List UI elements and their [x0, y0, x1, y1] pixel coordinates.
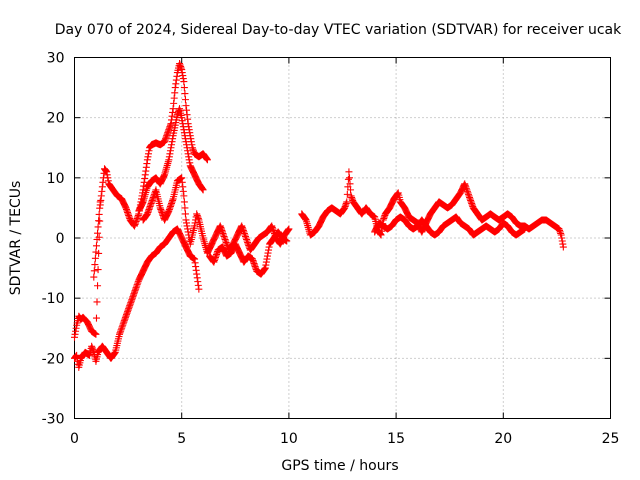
data-point: [94, 229, 102, 237]
data-point: [95, 210, 103, 218]
y-tick-label: -20: [42, 351, 65, 367]
data-point: [181, 204, 189, 212]
x-tick-label: 15: [387, 431, 405, 447]
y-tick-labels: -30 -20 -10 0 10 20 30: [42, 51, 65, 428]
data-point: [92, 314, 100, 322]
data-point: [181, 96, 189, 104]
series-middle-arc: [90, 105, 207, 281]
data-point: [283, 237, 291, 245]
data-point: [181, 90, 189, 98]
data-point: [343, 190, 351, 198]
data-point: [96, 198, 104, 206]
axis-ticks: [74, 57, 611, 419]
y-tick-label: 10: [47, 171, 65, 187]
x-axis-label: GPS time / hours: [281, 458, 398, 474]
data-point: [94, 266, 102, 274]
data-point: [92, 248, 100, 256]
x-tick-label: 20: [494, 431, 512, 447]
data-point: [559, 243, 567, 251]
x-tick-label: 25: [602, 431, 620, 447]
data-point: [521, 225, 529, 233]
y-tick-label: -30: [42, 412, 65, 428]
data-point: [203, 156, 211, 164]
data-point: [180, 78, 188, 86]
data-point: [90, 267, 98, 275]
data-point: [94, 223, 102, 231]
data-point: [95, 217, 103, 225]
data-point: [93, 298, 101, 306]
data-point: [92, 330, 100, 338]
y-tick-label: 20: [47, 111, 65, 127]
series-afternoon-lower-band: [371, 213, 529, 239]
data-point: [91, 254, 99, 262]
data-point: [94, 282, 102, 290]
data-point: [93, 236, 101, 244]
x-tick-labels: 0 5 10 15 20 25: [70, 431, 619, 447]
y-axis-label: SDTVAR / TECUs: [8, 181, 24, 296]
data-point: [96, 204, 104, 212]
data-point: [90, 273, 98, 281]
data-point: [180, 198, 188, 206]
x-tick-label: 10: [280, 431, 298, 447]
data-point: [345, 174, 353, 182]
data-point: [347, 186, 355, 194]
data-point: [343, 198, 351, 206]
data-point: [91, 261, 99, 269]
data-point: [285, 225, 293, 233]
x-tick-label: 0: [70, 431, 79, 447]
series-dip-track: [206, 228, 291, 278]
data-point: [346, 180, 354, 188]
series-afternoon-band: [298, 168, 567, 251]
y-tick-label: 30: [47, 51, 65, 67]
data-point: [345, 168, 353, 176]
data-point: [199, 186, 207, 194]
data-points: [71, 60, 567, 371]
data-point: [344, 175, 352, 183]
x-tick-label: 5: [177, 431, 186, 447]
y-tick-label: -10: [42, 291, 65, 307]
y-tick-label: 0: [56, 231, 65, 247]
data-point: [195, 285, 203, 293]
data-point: [180, 192, 188, 200]
grid-lines: [74, 57, 611, 419]
data-point: [181, 210, 189, 218]
data-point: [92, 242, 100, 250]
chart-title: Day 070 of 2024, Sidereal Day-to-day VTE…: [55, 22, 622, 38]
series-rising-track: [71, 225, 203, 371]
data-point: [180, 84, 188, 92]
